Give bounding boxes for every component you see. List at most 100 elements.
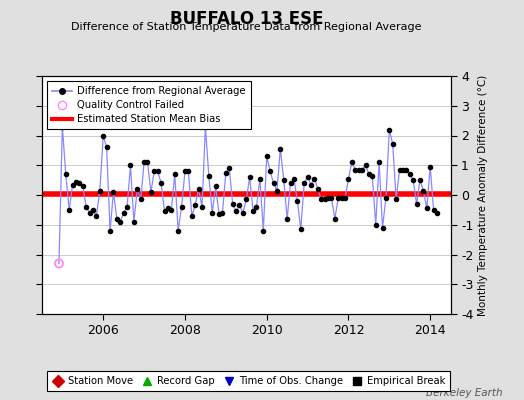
Point xyxy=(300,180,309,186)
Text: Difference of Station Temperature Data from Regional Average: Difference of Station Temperature Data f… xyxy=(71,22,421,32)
Point xyxy=(178,204,186,210)
Point xyxy=(272,187,281,194)
Point xyxy=(65,207,73,213)
Point xyxy=(372,222,380,228)
Point xyxy=(388,141,397,148)
Point xyxy=(113,216,121,222)
Point xyxy=(191,202,200,209)
Point xyxy=(351,166,359,173)
Point xyxy=(259,228,268,234)
Point xyxy=(266,168,274,174)
Point xyxy=(102,144,111,151)
Point xyxy=(163,205,172,212)
Point xyxy=(354,166,363,173)
Point xyxy=(58,123,67,130)
Point xyxy=(406,171,414,177)
Point xyxy=(263,153,271,160)
Point xyxy=(133,186,141,192)
Point xyxy=(382,195,390,201)
Point xyxy=(283,216,291,222)
Point xyxy=(167,207,176,213)
Point xyxy=(140,159,148,166)
Point xyxy=(433,210,441,216)
Point xyxy=(157,180,166,186)
Point xyxy=(426,164,434,170)
Point xyxy=(324,195,332,201)
Point xyxy=(116,218,125,225)
Point xyxy=(96,187,104,194)
Point xyxy=(184,168,192,174)
Point xyxy=(276,146,285,152)
Point xyxy=(423,205,431,212)
Point xyxy=(188,213,196,219)
Point xyxy=(297,226,305,232)
Point xyxy=(416,177,424,183)
Point xyxy=(154,168,162,174)
Point xyxy=(385,126,394,133)
Point xyxy=(219,210,227,216)
Point xyxy=(313,186,322,192)
Point xyxy=(208,210,216,216)
Point xyxy=(160,208,169,214)
Point xyxy=(242,196,250,203)
Point xyxy=(89,207,97,213)
Point xyxy=(341,195,350,201)
Point xyxy=(228,201,237,207)
Point xyxy=(181,168,189,174)
Point xyxy=(429,207,438,213)
Point xyxy=(55,260,63,267)
Point xyxy=(419,187,428,194)
Point xyxy=(82,204,90,210)
Point xyxy=(75,180,84,186)
Point xyxy=(399,166,407,173)
Point xyxy=(307,181,315,188)
Point xyxy=(375,159,384,166)
Point xyxy=(280,177,288,183)
Point xyxy=(61,171,70,177)
Point xyxy=(106,228,114,234)
Text: BUFFALO 13 ESE: BUFFALO 13 ESE xyxy=(170,10,323,28)
Point xyxy=(222,170,230,176)
Point xyxy=(337,195,346,201)
Point xyxy=(293,198,301,204)
Point xyxy=(412,201,421,207)
Point xyxy=(137,196,145,203)
Point xyxy=(378,224,387,231)
Point xyxy=(143,159,151,166)
Point xyxy=(123,204,131,210)
Point xyxy=(365,171,373,177)
Point xyxy=(215,211,223,218)
Point xyxy=(303,174,312,180)
Point xyxy=(334,195,342,201)
Point xyxy=(225,165,233,172)
Point xyxy=(347,159,356,166)
Point xyxy=(249,208,257,214)
Point xyxy=(344,176,353,182)
Point xyxy=(235,202,244,209)
Point xyxy=(119,210,128,216)
Point xyxy=(150,168,158,174)
Point xyxy=(290,176,298,182)
Point xyxy=(68,181,77,188)
Point xyxy=(109,189,117,195)
Point xyxy=(331,216,339,222)
Text: Berkeley Earth: Berkeley Earth xyxy=(427,388,503,398)
Point xyxy=(126,162,135,168)
Point xyxy=(321,196,329,203)
Point xyxy=(245,174,254,180)
Point xyxy=(85,210,94,216)
Point xyxy=(392,196,400,203)
Point xyxy=(409,177,417,183)
Point xyxy=(147,189,155,195)
Point xyxy=(269,180,278,186)
Point xyxy=(396,166,404,173)
Point xyxy=(358,166,366,173)
Point xyxy=(362,162,370,168)
Point xyxy=(174,228,182,234)
Point xyxy=(232,208,241,214)
Legend: Station Move, Record Gap, Time of Obs. Change, Empirical Break: Station Move, Record Gap, Time of Obs. C… xyxy=(47,371,450,391)
Point xyxy=(286,180,294,186)
Point xyxy=(198,204,206,210)
Point xyxy=(92,213,101,219)
Point xyxy=(317,196,325,203)
